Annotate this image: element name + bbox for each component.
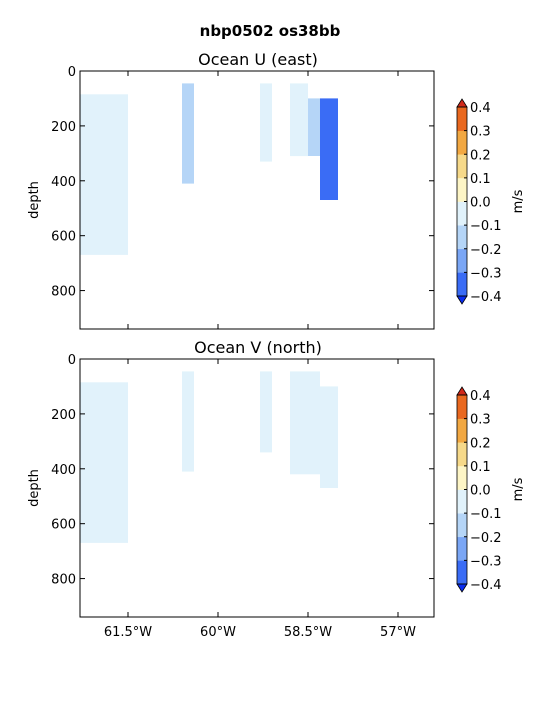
data-cell xyxy=(260,371,272,453)
x-tick-label: 60°W xyxy=(200,625,236,640)
colorbar-band xyxy=(457,225,467,250)
colorbar-tick-label: −0.4 xyxy=(470,578,502,593)
colorbar-tick-label: −0.3 xyxy=(470,554,502,569)
data-cell xyxy=(308,98,320,156)
y-tick-label: 0 xyxy=(68,65,76,80)
colorbar-band xyxy=(457,130,467,155)
colorbar-band xyxy=(457,201,467,226)
y-tick-label: 800 xyxy=(51,285,76,300)
colorbar: 0.4 0.3 0.2 0.1 0.0 −0.1 −0.2 −0.3 −0.4 m/s xyxy=(456,386,526,593)
colorbar-tick-label: −0.1 xyxy=(470,507,502,522)
colorbar-band xyxy=(457,177,467,202)
heatmap-layer xyxy=(80,371,338,543)
panel-ocean-v: Ocean V (north) 0 200 400 600 800 61.5°W 60°W 5… xyxy=(27,338,526,640)
colorbar-tick-label: 0.4 xyxy=(470,101,491,116)
colorbar-extend-min xyxy=(456,295,468,305)
colorbar-extend-max xyxy=(456,98,468,108)
colorbar-tick-label: 0.0 xyxy=(470,196,491,211)
colorbar-tick-label: 0.2 xyxy=(470,148,491,163)
colorbar-tick-label: 0.0 xyxy=(470,484,491,499)
colorbar-band xyxy=(457,465,467,490)
data-cell xyxy=(320,386,338,488)
colorbar-tick-label: −0.3 xyxy=(470,266,502,281)
colorbar-extend-min xyxy=(456,583,468,593)
colorbar-extend-max xyxy=(456,386,468,396)
data-cell xyxy=(80,94,128,255)
plot-frame xyxy=(79,70,435,330)
colorbar: 0.4 0.3 0.2 0.1 0.0 −0.1 −0.2 −0.3 −0.4 m/s xyxy=(456,98,526,305)
y-tick-label: 400 xyxy=(51,175,76,190)
colorbar-tick-label: 0.1 xyxy=(470,460,491,475)
panel-title: Ocean U (east) xyxy=(198,50,318,69)
panel-title: Ocean V (north) xyxy=(194,338,322,357)
colorbar-tick-label: 0.2 xyxy=(470,436,491,451)
colorbar-band xyxy=(457,560,467,585)
y-axis-label: depth xyxy=(27,181,42,219)
colorbar-band xyxy=(457,154,467,179)
data-cell xyxy=(320,98,338,200)
colorbar-tick-label: −0.2 xyxy=(470,243,502,258)
colorbar-band xyxy=(457,442,467,467)
plot-frame xyxy=(79,358,435,618)
colorbar-tick-label: 0.4 xyxy=(470,389,491,404)
colorbar-tick-label: 0.1 xyxy=(470,172,491,187)
y-tick-label: 200 xyxy=(51,120,76,135)
colorbar-band xyxy=(457,513,467,538)
y-axis-label: depth xyxy=(27,469,42,507)
heatmap-layer xyxy=(80,83,338,255)
colorbar-label: m/s xyxy=(511,477,526,501)
y-tick-label: 200 xyxy=(51,408,76,423)
colorbar-band xyxy=(457,272,467,297)
data-cell xyxy=(290,371,320,475)
colorbar-band xyxy=(457,107,467,131)
colorbar-label: m/s xyxy=(511,189,526,213)
colorbar-tick-label: 0.3 xyxy=(470,413,491,428)
data-cell xyxy=(182,83,194,184)
y-tick-label: 800 xyxy=(51,573,76,588)
colorbar-tick-label: −0.2 xyxy=(470,531,502,546)
data-cell xyxy=(80,382,128,543)
colorbar-band xyxy=(457,248,467,273)
x-tick-label: 57°W xyxy=(380,625,416,640)
colorbar-band xyxy=(457,395,467,419)
colorbar-tick-label: −0.1 xyxy=(470,219,502,234)
colorbar-band xyxy=(457,489,467,514)
y-tick-label: 600 xyxy=(51,230,76,245)
data-cell xyxy=(182,371,194,472)
figure-title: nbp0502 os38bb xyxy=(200,22,341,40)
x-tick-label: 58.5°W xyxy=(284,625,332,640)
data-cell xyxy=(260,83,272,162)
data-cell xyxy=(290,83,308,157)
colorbar-tick-label: −0.4 xyxy=(470,290,502,305)
colorbar-band xyxy=(457,418,467,443)
y-tick-label: 400 xyxy=(51,463,76,478)
y-tick-label: 600 xyxy=(51,518,76,533)
axis-ticks: 0 200 400 600 800 xyxy=(51,65,434,329)
x-tick-label: 61.5°W xyxy=(104,625,152,640)
axis-ticks: 0 200 400 600 800 61.5°W 60°W 58.5°W 57°W xyxy=(51,353,434,640)
colorbar-band xyxy=(457,536,467,561)
colorbar-tick-label: 0.3 xyxy=(470,125,491,140)
y-tick-label: 0 xyxy=(68,353,76,368)
